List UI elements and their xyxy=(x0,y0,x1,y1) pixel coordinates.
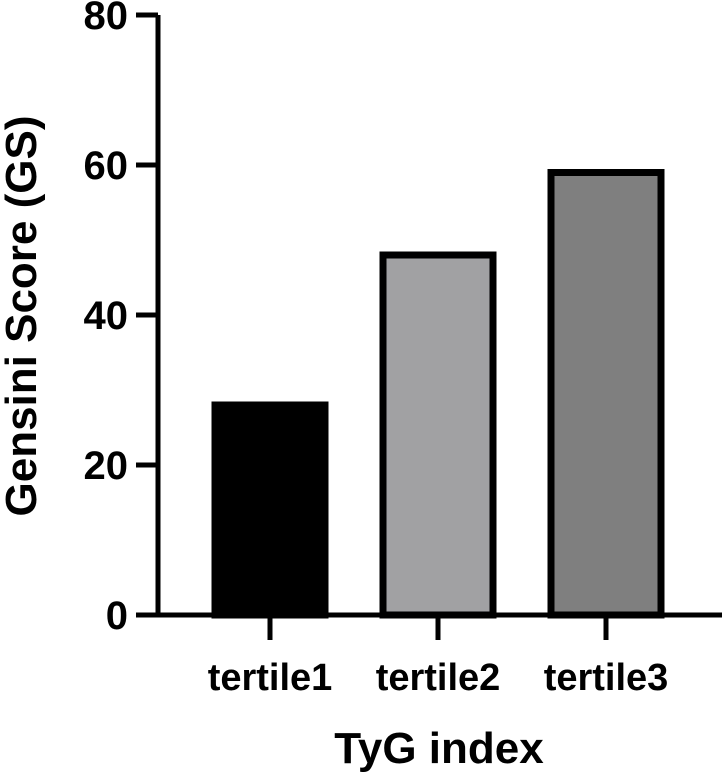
bar-tertile1 xyxy=(211,401,329,619)
x-category-label: tertile3 xyxy=(544,657,669,699)
y-tick-label: 20 xyxy=(84,444,129,488)
y-tick-label: 60 xyxy=(84,144,129,188)
y-axis-title: Gensini Score (GS) xyxy=(0,116,46,517)
x-category-label: tertile1 xyxy=(208,657,333,699)
x-axis-title: TyG index xyxy=(334,724,544,773)
bars-group xyxy=(211,169,665,619)
bar-tertile3 xyxy=(547,169,665,619)
x-category-label: tertile2 xyxy=(376,657,501,699)
y-tick-label: 80 xyxy=(84,0,129,38)
y-tick-label: 0 xyxy=(106,594,128,638)
x-ticks-group: tertile1 tertile2 tertile3 xyxy=(208,615,669,699)
y-ticks-group: 0 20 40 60 80 xyxy=(84,0,158,638)
bar-tertile2 xyxy=(379,251,497,619)
y-tick-label: 40 xyxy=(84,294,129,338)
